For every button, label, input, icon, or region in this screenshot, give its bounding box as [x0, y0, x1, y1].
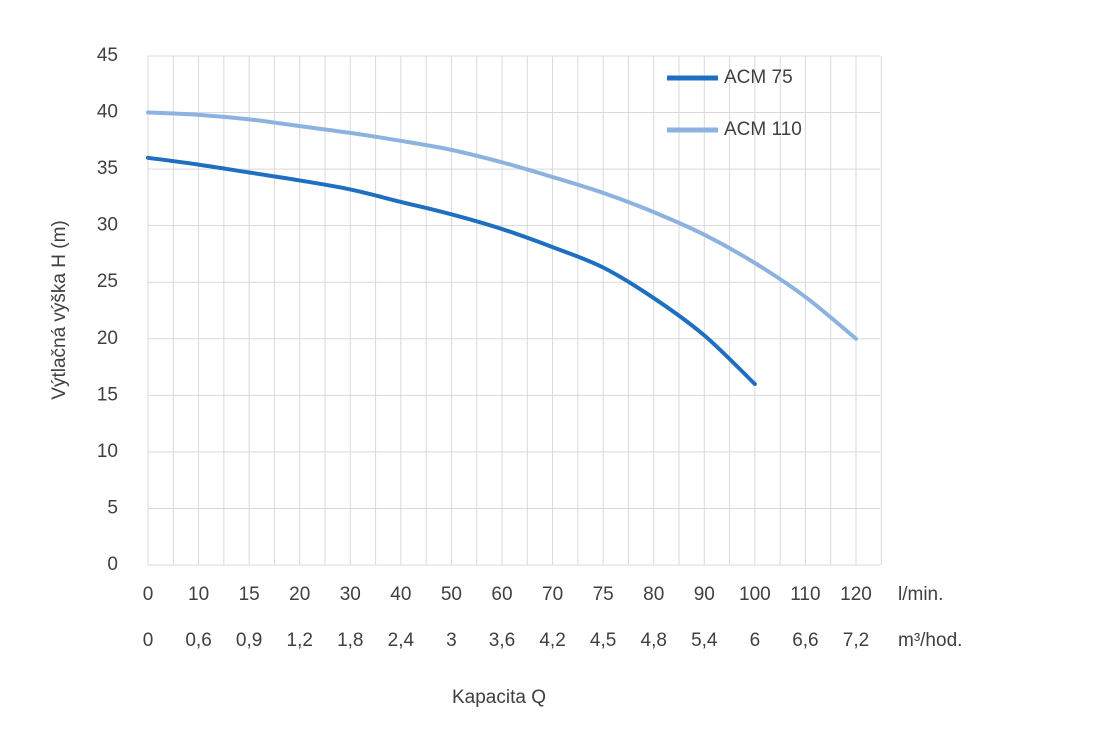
y-tick-label: 10	[97, 441, 118, 462]
y-tick-label: 35	[97, 158, 118, 179]
x-tick-label: 110	[790, 584, 820, 605]
x2-tick-label: 0,6	[185, 630, 211, 651]
x-tick-label: 80	[643, 584, 664, 605]
y-tick-label: 25	[97, 271, 118, 292]
x2-tick-label: 7,2	[843, 630, 869, 651]
y-tick-label: 0	[107, 554, 118, 575]
x-tick-label: 100	[739, 584, 771, 605]
x2-tick-label: 4,8	[641, 630, 667, 651]
x2-tick-label: 1,8	[337, 630, 363, 651]
x-tick-label: 50	[441, 584, 462, 605]
x-tick-label: 0	[143, 584, 154, 605]
x-tick-label: 15	[239, 584, 260, 605]
y-tick-label: 20	[97, 328, 118, 349]
y-tick-label: 30	[97, 215, 118, 236]
x-tick-label: 40	[390, 584, 411, 605]
x2-tick-label: 4,2	[539, 630, 565, 651]
x-tick-label: 75	[593, 584, 614, 605]
y-tick-label: 15	[97, 384, 118, 405]
x-tick-label: 70	[542, 584, 563, 605]
x2-tick-label: 3,6	[489, 630, 515, 651]
x2-tick-label: 4,5	[590, 630, 616, 651]
x2-tick-label: 0	[143, 630, 154, 651]
x-tick-label: 120	[840, 584, 872, 605]
x-axis-label: Kapacita Q	[452, 687, 546, 708]
x-tick-label: 30	[340, 584, 361, 605]
x2-tick-label: 6,6	[792, 630, 818, 651]
x2-tick-label: 1,2	[287, 630, 313, 651]
x2-unit: m³/hod.	[898, 630, 962, 651]
y-tick-label: 40	[97, 102, 118, 123]
legend-label: ACM 110	[724, 119, 802, 140]
x2-tick-label: 2,4	[388, 630, 415, 651]
x-unit: l/min.	[898, 584, 943, 605]
x2-tick-label: 5,4	[691, 630, 718, 651]
y-tick-label: 45	[97, 45, 118, 66]
x-tick-label: 60	[491, 584, 512, 605]
x2-tick-label: 6	[750, 630, 761, 651]
x-tick-label: 20	[289, 584, 310, 605]
y-tick-label: 5	[107, 497, 118, 518]
legend-label: ACM 75	[724, 67, 793, 88]
series-line	[146, 155, 757, 387]
x-tick-label: 90	[694, 584, 715, 605]
x2-tick-label: 3	[446, 630, 457, 651]
series-line	[146, 110, 858, 341]
x2-tick-label: 0,9	[236, 630, 262, 651]
x-tick-label: 10	[188, 584, 209, 605]
y-axis-label: Výtlačná výška H (m)	[49, 220, 70, 399]
